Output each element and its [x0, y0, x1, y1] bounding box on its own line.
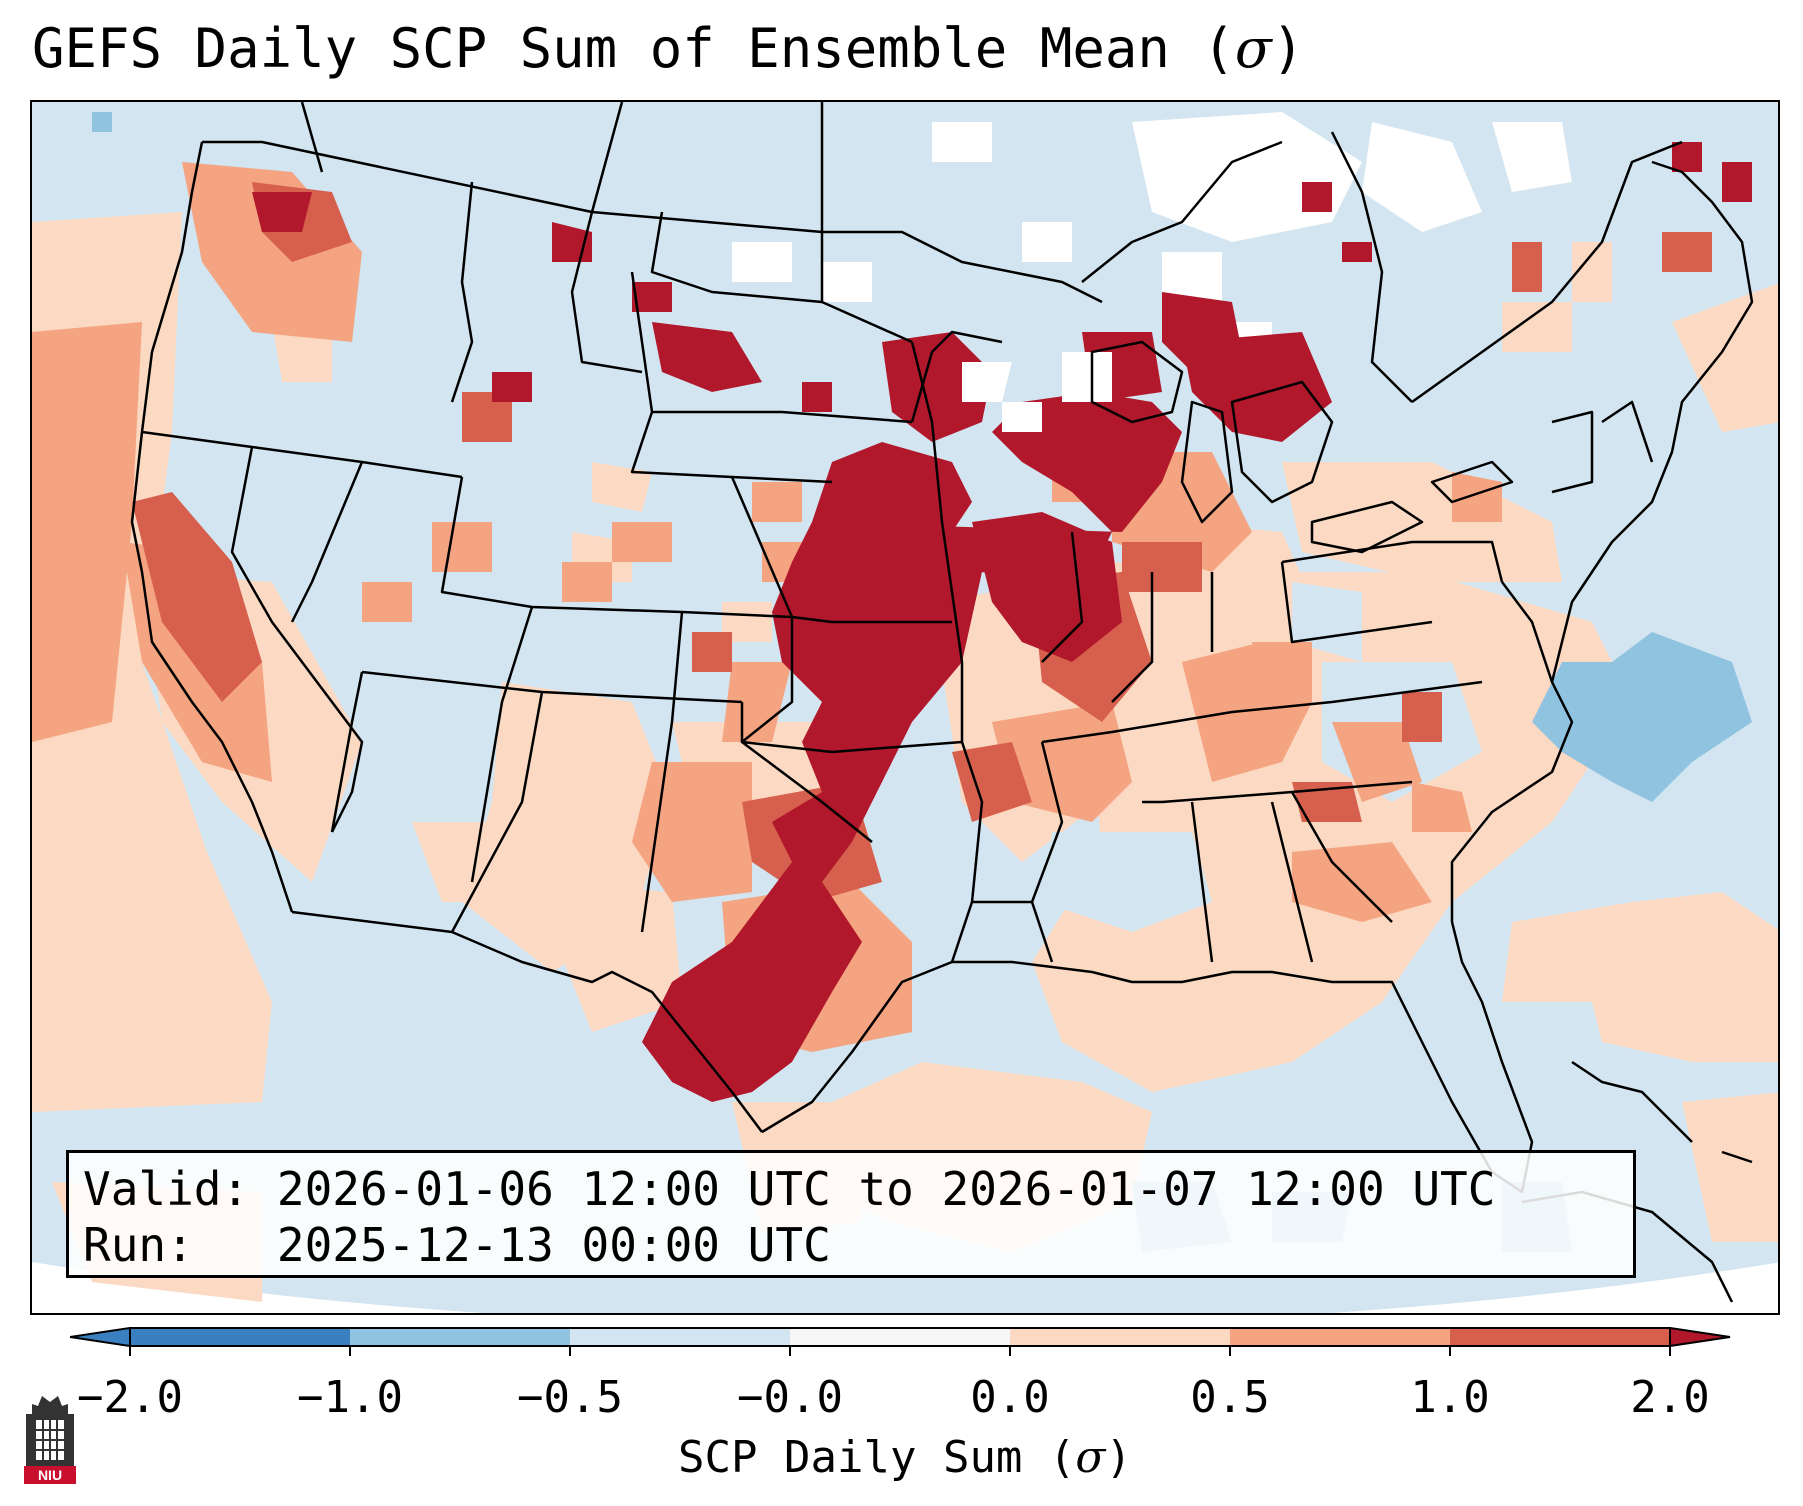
- boundaries: [130, 102, 1754, 1303]
- colorbar-segment: [1010, 1328, 1231, 1346]
- colorbar-tick-label: 0.5: [1190, 1372, 1270, 1423]
- validity-info-box: Valid: 2026-01-06 12:00 UTC to 2026-01-0…: [66, 1150, 1636, 1278]
- colorbar-extend-low: [70, 1328, 130, 1346]
- near-zero-patches-north: [962, 352, 1112, 432]
- map-title: GEFS Daily SCP Sum of Ensemble Mean (σ): [32, 17, 1305, 80]
- colorbar-segment: [350, 1328, 571, 1346]
- colorbar-tick-label: 2.0: [1630, 1372, 1710, 1423]
- very-high-positive-field: [252, 142, 1752, 1102]
- run-value: 2025-12-13 00:00 UTC: [276, 1218, 831, 1272]
- valid-value: 2026-01-06 12:00 UTC to 2026-01-07 12:00…: [276, 1162, 1496, 1216]
- colorbar-tick-label: −0.5: [517, 1372, 623, 1423]
- colorbar-tick-label: 0.0: [970, 1372, 1050, 1423]
- colorbar-segment: [570, 1328, 791, 1346]
- colorbar-segment: [1450, 1328, 1671, 1346]
- colorbar-segment: [1230, 1328, 1451, 1346]
- colorbar-extend-high: [1670, 1328, 1730, 1346]
- colorbar-tick-label: 1.0: [1410, 1372, 1490, 1423]
- map-panel: [30, 100, 1780, 1315]
- colorbar-segment: [130, 1328, 351, 1346]
- colorbar-tick-label: −1.0: [297, 1372, 403, 1423]
- colorbar-tick-label: −2.0: [77, 1372, 183, 1423]
- map-svg: [32, 102, 1778, 1313]
- projection-edge: [32, 1262, 1778, 1313]
- colorbar-label: SCP Daily Sum (σ): [678, 1432, 1132, 1483]
- colorbar-segment: [790, 1328, 1011, 1346]
- niu-logo: NIU: [24, 1396, 76, 1484]
- logo-text: NIU: [38, 1467, 62, 1483]
- valid-label: Valid:: [83, 1162, 250, 1216]
- run-label: Run:: [83, 1218, 194, 1272]
- colorbar: [70, 1327, 1731, 1356]
- colorbar-tick-label: −0.0: [737, 1372, 843, 1423]
